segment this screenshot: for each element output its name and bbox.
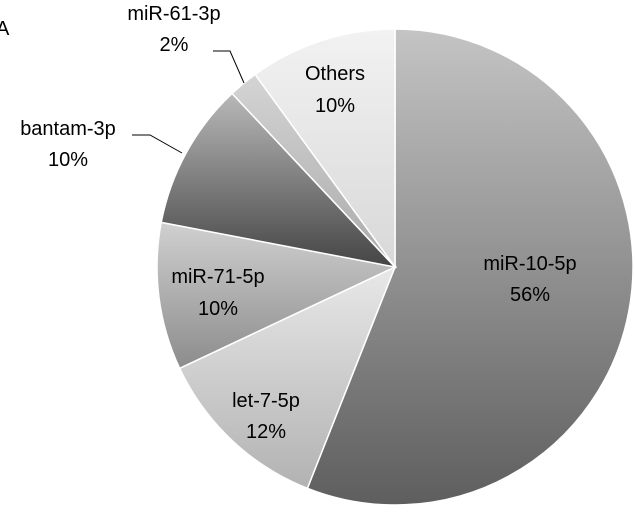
slice-percent-label: 10% xyxy=(198,298,238,320)
leader-line xyxy=(213,50,245,84)
pie-slice-mir-71-5p xyxy=(156,221,398,370)
pie-slice-let-7-5p xyxy=(178,265,397,490)
pie-slice-mir-10-5p xyxy=(306,28,634,506)
slice-label: bantam-3p xyxy=(20,118,116,140)
slice-percent-label: 56% xyxy=(510,284,550,306)
pie-slice-others xyxy=(254,28,396,270)
slice-percent-label: 12% xyxy=(246,421,286,443)
leader-line xyxy=(132,134,183,154)
slice-label: miR-10-5p xyxy=(483,253,576,275)
slice-percent-label: 10% xyxy=(48,149,88,171)
slice-label: Others xyxy=(305,63,365,85)
slice-percent-label: 2% xyxy=(160,34,189,56)
slice-label: let-7-5p xyxy=(232,390,300,412)
slice-label: miR-71-5p xyxy=(171,266,264,288)
pie-slice-bantam-3p xyxy=(160,92,398,269)
slice-label: miR-61-3p xyxy=(127,3,220,25)
panel-label: A xyxy=(0,18,10,40)
slice-percent-label: 10% xyxy=(315,95,355,117)
